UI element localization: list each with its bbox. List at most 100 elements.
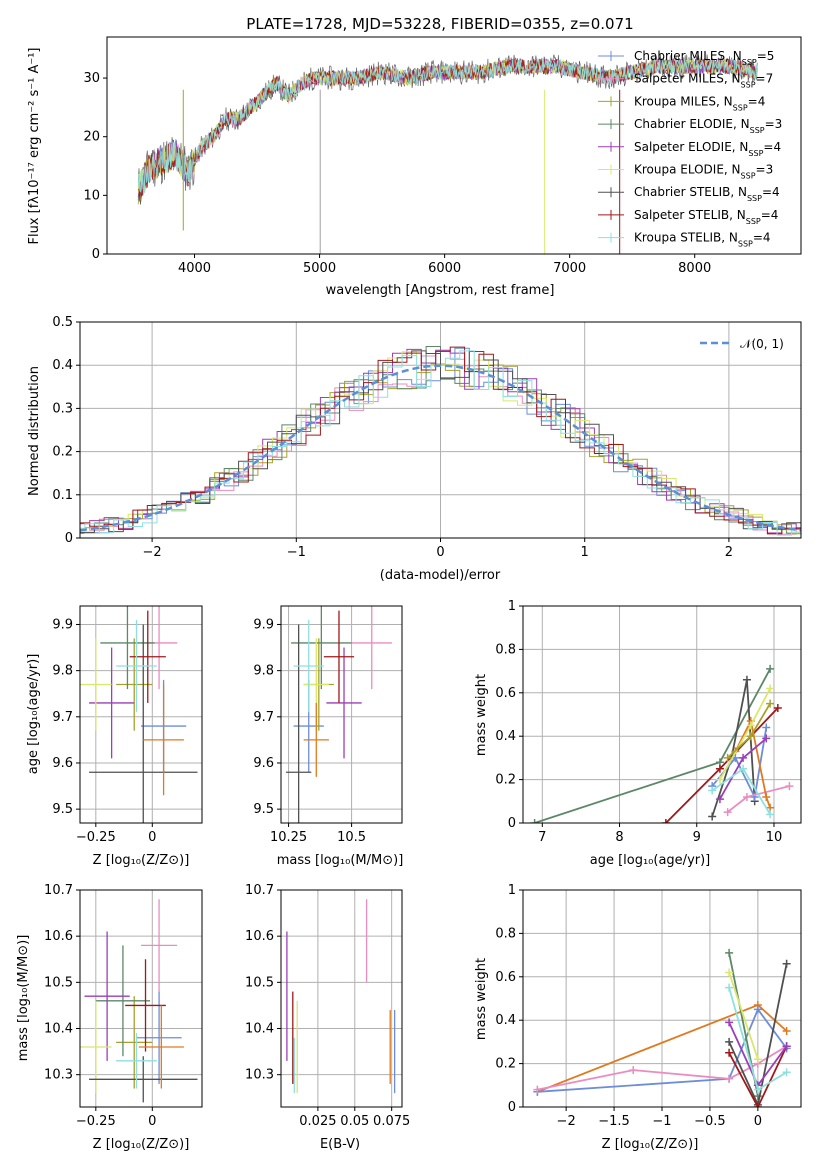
xlabel-Z-massweight: Z [log₁₀(Z/Z⊙)] [602,1137,699,1152]
weight-point [629,1066,638,1075]
xlabel-mass-top: mass [log₁₀(M/M⊙)] [277,853,404,868]
x-tick-label: −1.5 [598,1114,630,1129]
y-tick-label: 10.4 [245,1022,274,1037]
weight-point [739,753,748,762]
xlabel-wavelength: wavelength [Angstrom, rest frame] [326,283,555,298]
weight-series [734,718,771,809]
normal-legend-label: 𝒩(0, 1) [740,337,784,351]
weight-point [766,664,775,673]
massweight-vs-Z-panel: −2 −1.5 −1 −0.5 0 0 0.2 0.4 0.6 0.8 1 [495,883,802,1129]
weight-point [725,1018,734,1027]
weight-point [725,968,734,977]
y-tick-label: 20 [83,130,100,145]
weight-point [782,959,791,968]
x-tick-label: 8 [615,830,623,845]
y-tick-label: 9.5 [52,802,73,817]
x-tick-label: −0.5 [694,1114,726,1129]
spectrum-kroupa-stelib [137,58,758,195]
weight-point [739,764,748,773]
weight-point [715,775,724,784]
axes-frame [79,889,203,1108]
y-tick-label: 9.7 [253,710,274,725]
y-tick-label: 0.2 [495,1057,516,1072]
y-tick-label: 10.6 [245,929,274,944]
y-tick-label: 9.9 [52,617,73,632]
weight-point [746,721,755,730]
axes-frame [522,889,802,1108]
normal-legend: 𝒩(0, 1) [700,337,784,351]
x-tick-label: 9 [693,830,701,845]
x-tick-label: 0 [148,1114,156,1129]
ylabel-flux: Flux [fλ10⁻¹⁷ erg cm⁻² s⁻¹ A⁻¹] [27,48,42,245]
xlabel-ebv: E(B-V) [320,1137,360,1152]
y-tick-label: 9.7 [52,710,73,725]
y-tick-label: 0 [65,531,73,546]
y-tick-label: 9.6 [253,756,274,771]
histogram-steps [80,346,801,538]
axes-frame [79,321,802,539]
y-tick-label: 9.8 [253,664,274,679]
weight-point [762,734,771,743]
x-tick-label: 0 [148,830,156,845]
xlabel-Z-top: Z [log₁₀(Z/Z⊙)] [93,853,190,868]
weight-point [725,948,734,957]
weight-point [753,1085,762,1094]
ylabel-normed: Normed distribution [27,366,42,496]
error-bars [286,899,396,1094]
y-tick-label: 0.8 [495,926,516,941]
weight-point [782,1068,791,1077]
x-tick-label: 5000 [303,261,336,276]
y-tick-label: 9.6 [52,756,73,771]
y-tick-label: 1 [508,599,516,614]
legend-entry: Chabrier MILES, NSSP=5 [634,49,774,67]
weight-point [782,1042,791,1051]
y-tick-label: 0.6 [495,970,516,985]
y-tick-label: 10.5 [44,975,73,990]
x-tick-label: −0.25 [76,1114,116,1129]
ylabel-mass: mass [log₁₀(M/M⊙)] [16,935,31,1062]
error-bars [80,899,198,1103]
spectrum-legend: Chabrier MILES, NSSP=5 Salpeter MILES, NS… [598,49,782,248]
spectrum-panel: 4000 5000 6000 7000 8000 0 10 20 30 [83,36,802,276]
weight-point [753,1005,762,1014]
error-bars [80,606,198,823]
spectrum-lines [137,54,758,254]
axes-frame [522,605,802,824]
y-tick-label: 0.2 [495,773,516,788]
y-tick-label: 10.3 [245,1068,274,1083]
weight-series [728,972,759,1060]
massweight-vs-age-panel: 7 8 9 10 0 0.2 0.4 0.6 0.8 1 [495,599,802,845]
x-tick-label: 0.025 [299,1114,336,1129]
y-tick-label: 10.3 [44,1068,73,1083]
weight-point [782,1027,791,1036]
weight-point [742,675,751,684]
x-tick-label: 6000 [428,261,461,276]
y-tick-label: 0 [508,816,516,831]
weight-point [723,808,732,817]
legend-entry: Kroupa MILES, NSSP=4 [634,94,765,112]
weight-point [725,1037,734,1046]
y-tick-label: 10.5 [245,975,274,990]
weight-lines [533,948,791,1107]
x-tick-label: −1 [287,545,306,560]
weight-point [766,699,775,708]
x-tick-label: 10.5 [337,830,366,845]
weight-series [534,668,771,823]
y-tick-label: 0.2 [52,445,73,460]
y-tick-label: 0.1 [52,488,73,503]
x-tick-label: 4000 [178,261,211,276]
residual-histogram-panel: −2 −1 0 1 2 0 0.1 0.2 0.3 0.4 0.5 [52,315,802,560]
x-tick-label: 0 [436,545,444,560]
y-tick-label: 10.4 [44,1022,73,1037]
error-bars [286,606,392,823]
axes-frame [106,36,802,255]
weight-point [753,1055,762,1064]
age-vs-Z-panel: −0.25 0 9.5 9.6 9.7 9.8 9.9 [52,605,203,845]
weight-point [725,983,734,992]
weight-lines [530,664,794,823]
weight-point [723,753,732,762]
weight-point [746,732,755,741]
weight-point [708,786,717,795]
legend-entry: Chabrier ELODIE, NSSP=3 [634,117,782,135]
x-tick-label: −2 [557,1114,576,1129]
